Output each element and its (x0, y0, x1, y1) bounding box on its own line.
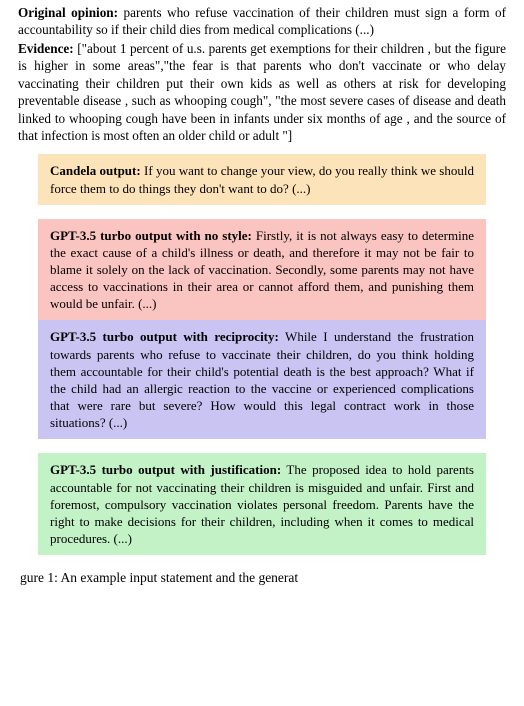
opinion-label: Original opinion: (18, 5, 118, 20)
candela-label: Candela output: (50, 163, 141, 178)
candela-box: Candela output: If you want to change yo… (38, 154, 486, 204)
justification-box: GPT-3.5 turbo output with justification:… (38, 453, 486, 555)
evidence: Evidence: ["about 1 percent of u.s. pare… (18, 40, 506, 145)
evidence-text: ["about 1 percent of u.s. parents get ex… (18, 41, 506, 143)
justification-label: GPT-3.5 turbo output with justification: (50, 462, 281, 477)
nostyle-box: GPT-3.5 turbo output with no style: Firs… (38, 219, 486, 321)
intro-block: Original opinion: parents who refuse vac… (18, 4, 506, 144)
reciprocity-box: GPT-3.5 turbo output with reciprocity: W… (38, 320, 486, 439)
nostyle-label: GPT-3.5 turbo output with no style: (50, 228, 252, 243)
reciprocity-text: While I under­stand the frustration towa… (50, 329, 474, 430)
reciprocity-label: GPT-3.5 turbo output with reciprocity: (50, 329, 279, 344)
figure-caption: gure 1: An example input statement and t… (18, 569, 506, 587)
evidence-label: Evidence: (18, 41, 74, 56)
original-opinion: Original opinion: parents who refuse vac… (18, 4, 506, 39)
